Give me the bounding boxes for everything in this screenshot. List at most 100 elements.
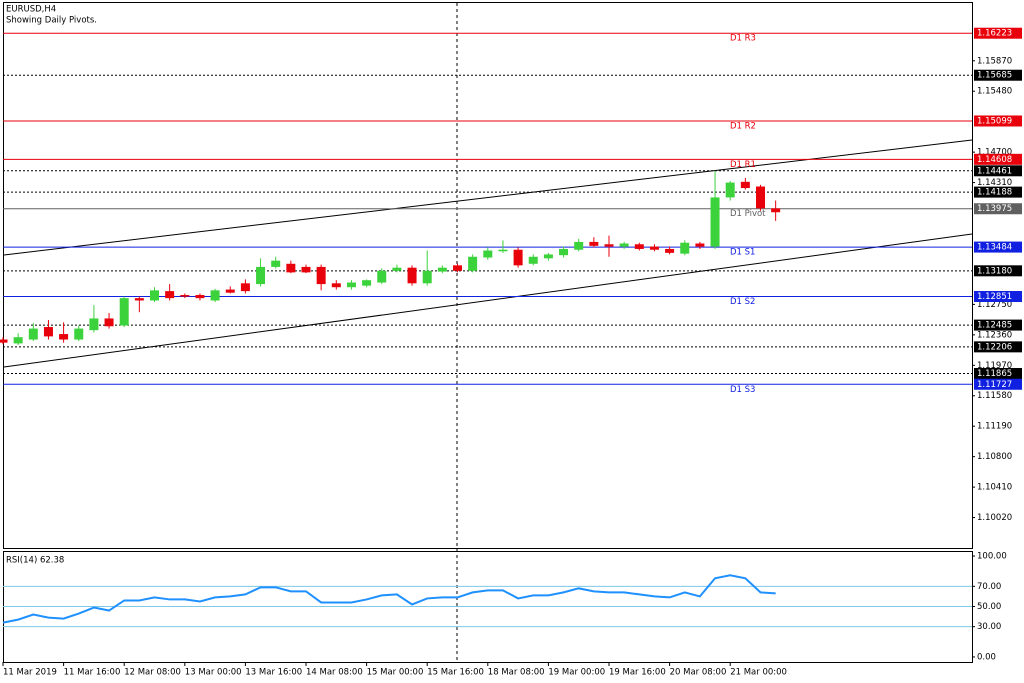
x-tick-label: 15 Mar 16:00: [427, 668, 484, 678]
candle-body: [695, 243, 705, 247]
x-tick-label: 11 Mar 16:00: [64, 668, 121, 678]
candle-body: [150, 290, 159, 301]
candle-body: [604, 244, 614, 247]
candle-body: [346, 282, 356, 288]
pivot-name: D1 S3: [730, 385, 755, 395]
price-label-box: [974, 165, 1022, 177]
x-tick-label: 14 Mar 08:00: [306, 668, 363, 678]
x-tick-label: 11 Mar 2019: [3, 668, 57, 678]
y-tick-label: 0.00: [977, 652, 996, 662]
y-tick-label: 1.14700: [977, 148, 1012, 158]
price-label: 1.14461: [977, 166, 1012, 176]
candle-body: [316, 266, 326, 285]
price-label: 1.12851: [977, 292, 1012, 302]
candle-body: [422, 270, 432, 284]
candle-body: [195, 295, 205, 299]
x-tick-label: 21 Mar 00:00: [730, 668, 787, 678]
candle-body: [13, 337, 23, 344]
candle-body: [271, 260, 281, 267]
x-tick-label: 19 Mar 16:00: [609, 668, 666, 678]
candle-body: [559, 248, 569, 256]
candle-body: [498, 249, 508, 252]
candle-body: [28, 328, 38, 340]
candle-body: [240, 283, 250, 292]
candle-body: [256, 266, 266, 285]
y-tick-label: 1.11190: [977, 422, 1012, 432]
y-tick-label: 1.10020: [977, 513, 1012, 523]
candle-body: [392, 267, 402, 271]
x-tick-label: 13 Mar 00:00: [185, 668, 242, 678]
y-tick-label: 1.11970: [977, 361, 1012, 371]
candle-body: [0, 339, 8, 343]
price-label-box: [974, 115, 1022, 127]
y-tick-label: 1.12750: [977, 300, 1012, 310]
price-label-box: [974, 27, 1022, 39]
y-tick-label: 30.00: [977, 622, 1001, 632]
candle-body: [468, 256, 478, 271]
candle-body: [619, 243, 629, 247]
candle-body: [134, 298, 144, 301]
y-tick-label: 1.14310: [977, 178, 1012, 188]
x-tick-label: 18 Mar 08:00: [488, 668, 545, 678]
candle-body: [74, 328, 84, 340]
price-label-box: [974, 265, 1022, 277]
y-tick-label: 1.11580: [977, 391, 1012, 401]
candle-body: [437, 267, 447, 272]
pivot-name: D1 R3: [730, 34, 756, 44]
candle-body: [180, 295, 190, 297]
price-label: 1.13180: [977, 266, 1012, 276]
candle-body: [89, 318, 99, 331]
price-label: 1.15099: [977, 116, 1012, 126]
candle-body: [771, 208, 781, 213]
y-tick-label: 1.12360: [977, 330, 1012, 340]
candle-body: [528, 256, 538, 264]
candle-body: [377, 270, 387, 283]
channel-lower: [3, 233, 973, 368]
candle-body: [680, 242, 690, 254]
x-tick-label: 13 Mar 16:00: [245, 668, 302, 678]
price-label: 1.11865: [977, 369, 1012, 379]
candle-body: [725, 182, 735, 198]
rsi-line: [2, 574, 776, 624]
candle-body: [407, 267, 417, 284]
y-tick-label: 1.10410: [977, 483, 1012, 493]
pivot-name: D1 R1: [730, 160, 756, 170]
subtitle: Showing Daily Pivots.: [6, 16, 97, 26]
candle-body: [710, 197, 720, 247]
pivot-name: D1 S2: [730, 297, 755, 307]
candle-body: [513, 249, 523, 266]
candle-body: [165, 291, 175, 299]
x-tick-label: 19 Mar 00:00: [548, 668, 605, 678]
y-tick-label: 1.15480: [977, 87, 1012, 97]
price-label: 1.12485: [977, 321, 1012, 331]
pivot-name: D1 R2: [730, 121, 756, 131]
y-tick-label: 1.10800: [977, 452, 1012, 462]
price-label-box: [974, 69, 1022, 81]
candle-body: [665, 248, 675, 253]
price-label-box: [974, 341, 1022, 353]
candle-body: [43, 327, 53, 337]
y-tick-label: 70.00: [977, 582, 1001, 592]
candle-body: [225, 289, 235, 293]
candle-body: [104, 318, 114, 327]
price-label-box: [974, 153, 1022, 165]
pivot-name: D1 Pivot: [730, 209, 766, 219]
pivot-name: D1 S1: [730, 248, 755, 258]
candle-body: [740, 181, 750, 189]
candle-body: [453, 265, 462, 271]
price-label-box: [974, 241, 1022, 253]
rsi-title: RSI(14) 62.38: [6, 556, 64, 566]
price-label: 1.11727: [977, 380, 1012, 390]
x-tick-label: 15 Mar 00:00: [367, 668, 424, 678]
x-tick-label: 12 Mar 08:00: [124, 668, 181, 678]
candle-body: [119, 298, 129, 326]
y-tick-label: 100.00: [977, 552, 1007, 562]
price-label-box: [974, 186, 1022, 198]
price-label: 1.14608: [977, 155, 1012, 165]
candle-body: [331, 283, 341, 288]
candle-body: [756, 186, 765, 209]
candle-body: [634, 244, 644, 249]
symbol-title: EURUSD,H4: [6, 5, 56, 15]
